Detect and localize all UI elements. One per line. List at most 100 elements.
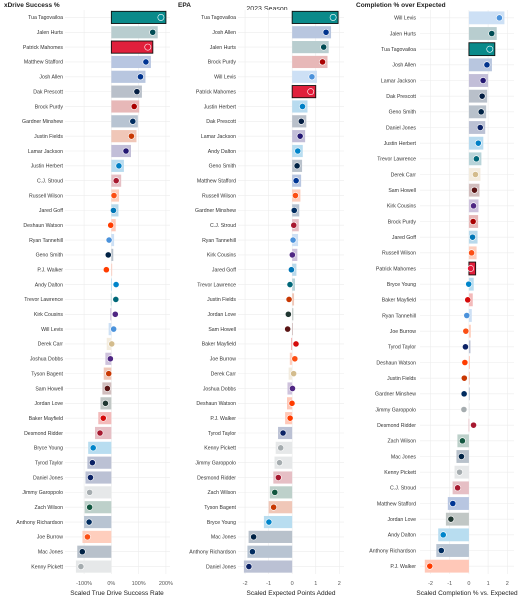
team-logo-icon	[293, 162, 301, 170]
team-logo-icon	[468, 249, 475, 257]
team-logo-icon	[87, 474, 94, 481]
team-logo-icon	[292, 340, 300, 348]
bar-brock-purdy	[111, 100, 140, 113]
x-tick-label: 1	[314, 581, 317, 587]
team-logo-icon	[488, 30, 496, 37]
y-tick-label: Bryce Young	[34, 446, 63, 452]
bar-anthony-richardson	[247, 545, 293, 558]
y-tick-label: Joe Burrow	[210, 357, 236, 363]
y-tick-label: Justin Herbert	[384, 141, 417, 147]
y-tick-label: Gardner Minshew	[375, 392, 416, 398]
y-tick-label: Ryan Tannehill	[29, 238, 63, 244]
bar-p-j-walker	[111, 263, 113, 276]
team-logo-icon	[467, 265, 475, 272]
team-logo-icon	[110, 192, 118, 199]
y-tick-label: Justin Fields	[207, 297, 236, 303]
y-tick-label: Jordan Love	[387, 517, 416, 523]
bar-tua-tagovailoa	[468, 42, 496, 57]
team-logo-icon	[292, 177, 300, 185]
bar-dak-prescott	[111, 85, 142, 98]
y-tick-label: Trevor Lawrence	[24, 297, 63, 303]
bar-andy-dalton	[111, 278, 112, 291]
y-tick-label: Bryce Young	[207, 520, 236, 526]
y-tick-label: Matthew Stafford	[377, 501, 416, 507]
team-logo-icon	[104, 251, 112, 259]
y-tick-label: Mac Jones	[211, 535, 236, 541]
team-logo-icon	[299, 103, 306, 110]
y-tick-label: Geno Smith	[389, 110, 417, 116]
bar-zach-wilson	[84, 501, 112, 514]
y-tick-label: Derek Carr	[38, 342, 64, 348]
page-title: 2023 Season	[246, 6, 287, 13]
y-tick-label: Daniel Jones	[386, 125, 416, 131]
x-tick-label: -1	[266, 581, 271, 587]
y-tick-label: Jimmy Garoppolo	[375, 407, 416, 413]
y-tick-label: Lamar Jackson	[381, 78, 416, 84]
team-logo-icon	[277, 444, 285, 452]
y-tick-label: Derek Carr	[391, 172, 417, 178]
team-logo-icon	[102, 266, 110, 274]
y-tick-label: Jimmy Garoppolo	[22, 490, 63, 496]
team-logo-icon	[447, 515, 455, 523]
y-tick-label: Geno Smith	[36, 253, 64, 259]
bar-tua-tagovailoa	[291, 10, 339, 24]
team-logo-icon	[112, 177, 120, 185]
team-logo-icon	[88, 459, 96, 467]
y-tick-label: Baker Mayfield	[382, 298, 416, 304]
bar-desmond-ridder	[468, 418, 470, 432]
team-logo-icon	[285, 296, 293, 303]
team-logo-icon	[250, 533, 257, 541]
y-tick-label: Josh Allen	[212, 30, 236, 36]
y-tick-label: Tua Tagovailoa	[201, 15, 236, 21]
team-logo-icon	[105, 236, 113, 244]
y-tick-label: Zach Wilson	[207, 490, 236, 496]
x-tick-label: -1	[447, 581, 452, 587]
y-tick-label: Kirk Cousins	[387, 204, 417, 210]
team-logo-icon	[469, 218, 477, 225]
y-tick-label: Jared Goff	[39, 208, 64, 214]
y-tick-label: Brock Purdy	[35, 104, 64, 110]
team-logo-icon	[471, 186, 478, 194]
team-logo-icon	[292, 192, 299, 199]
bar-jalen-hurts	[111, 26, 158, 39]
team-logo-icon	[458, 453, 465, 460]
bar-andy-dalton	[438, 528, 469, 542]
y-tick-label: Jordan Love	[34, 401, 63, 407]
y-tick-label: Dak Prescott	[33, 89, 63, 95]
team-logo-icon	[470, 421, 477, 429]
team-logo-icon	[112, 281, 120, 288]
y-tick-label: Jalen Hurts	[390, 31, 417, 37]
team-logo-icon	[297, 117, 305, 125]
x-tick-label: -100%	[76, 581, 92, 587]
y-tick-label: Tua Tagovailoa	[381, 47, 416, 53]
y-tick-label: Kirk Cousins	[34, 312, 64, 318]
team-logo-icon	[462, 327, 470, 335]
y-tick-label: Jared Goff	[392, 235, 417, 241]
bar-geno-smith	[111, 248, 114, 261]
y-tick-label: Joshua Dobbs	[203, 386, 237, 392]
team-logo-icon	[103, 385, 111, 392]
team-logo-icon	[84, 533, 91, 541]
chart-title-2: Completion % over Expected	[356, 2, 446, 9]
y-tick-label: P.J. Walker	[37, 268, 63, 274]
team-logo-icon	[329, 14, 337, 21]
y-tick-label: P.J. Walker	[210, 416, 236, 422]
y-tick-label: C.J. Stroud	[37, 178, 63, 184]
y-tick-label: Bryce Young	[387, 282, 416, 288]
x-tick-label: 1	[487, 581, 490, 587]
y-tick-label: Andy Dalton	[208, 149, 236, 155]
y-tick-label: Tyson Bagent	[31, 371, 63, 377]
y-tick-label: Kenny Pickett	[31, 564, 63, 570]
team-logo-icon	[112, 296, 120, 303]
y-tick-label: Jared Goff	[212, 268, 237, 274]
y-tick-label: Dak Prescott	[386, 94, 416, 100]
team-logo-icon	[294, 147, 302, 155]
y-tick-label: Mac Jones	[38, 550, 63, 556]
bar-jordan-love	[292, 308, 294, 321]
bar-kenny-pickett	[75, 560, 112, 573]
team-logo-icon	[279, 429, 287, 437]
bar-joe-burrow	[468, 324, 471, 338]
team-logo-icon	[284, 325, 292, 333]
